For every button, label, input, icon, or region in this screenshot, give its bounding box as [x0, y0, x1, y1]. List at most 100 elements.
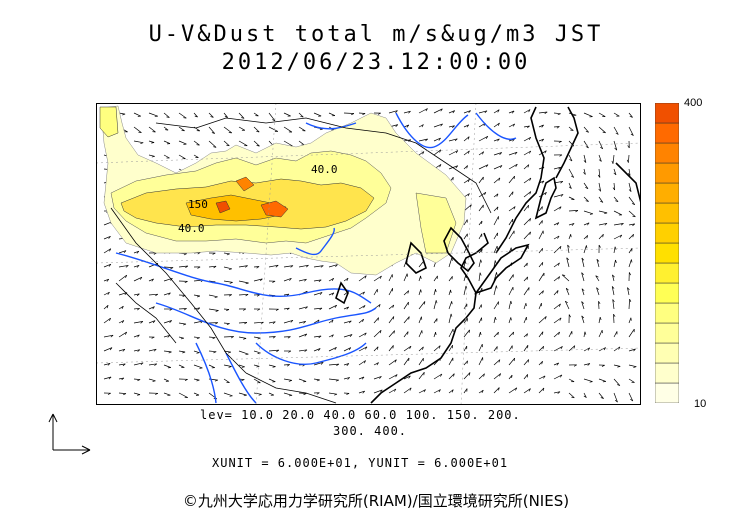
wind-vector: [493, 232, 498, 240]
wind-vector-head: [213, 146, 217, 148]
wind-vector: [613, 364, 621, 367]
colorbar-max-label: 400: [684, 97, 703, 109]
wind-vector: [193, 392, 200, 396]
wind-vector-head: [596, 287, 599, 290]
wind-vector-head: [154, 115, 158, 118]
wind-vector-head: [611, 286, 615, 289]
wind-vector-head: [602, 131, 606, 134]
wind-vector-head: [612, 187, 615, 191]
wind-vector-head: [331, 319, 334, 323]
wind-vector: [583, 168, 586, 175]
wind-vector-head: [259, 278, 263, 282]
wind-vector: [118, 265, 129, 268]
wind-vector-head: [615, 132, 619, 135]
wind-vector-head: [510, 300, 512, 304]
wind-vector: [598, 378, 607, 382]
wind-vector: [118, 348, 126, 352]
colorbar-swatch: [655, 162, 679, 184]
wind-vector: [613, 346, 621, 352]
wind-vector: [463, 233, 468, 240]
contour-label-2: 40.0: [178, 222, 205, 235]
wind-vector: [418, 289, 422, 296]
wind-vector-head: [183, 253, 187, 256]
wind-vector: [103, 317, 111, 324]
wind-vector: [358, 112, 366, 114]
wind-vector-head: [107, 292, 110, 295]
wind-vector: [358, 332, 367, 338]
wind-vector-head: [137, 334, 140, 338]
wind-vector-head: [258, 393, 262, 396]
wind-vector: [448, 150, 458, 156]
credit-text: ©九州大学応用力学研究所(RIAM)/国立環境研究所(NIES): [182, 492, 570, 510]
wind-vector: [193, 307, 200, 310]
colorbar-swatch: [655, 182, 679, 204]
wind-vector-head: [526, 333, 528, 337]
wind-vector-head: [544, 150, 547, 154]
wind-vector-head: [365, 346, 368, 350]
wind-vector: [612, 299, 615, 310]
wind-vector: [163, 378, 170, 382]
contour-levels-line2: 300. 400.: [333, 424, 408, 438]
wind-vector: [343, 320, 352, 324]
wind-vector: [103, 305, 109, 310]
wind-vector-head: [107, 363, 111, 366]
wind-vector: [223, 392, 233, 397]
wind-vector: [388, 345, 394, 352]
wind-vector-head: [515, 387, 518, 391]
wind-vector-head: [137, 379, 141, 382]
wind-vector: [373, 346, 379, 352]
wind-vector: [553, 374, 563, 380]
wind-vector: [268, 364, 276, 367]
wind-vector: [523, 345, 529, 352]
wind-vector: [358, 318, 364, 324]
wind-vector: [478, 176, 484, 184]
wind-vector: [388, 316, 395, 324]
wind-vector: [448, 125, 455, 128]
colorbar-swatch: [655, 342, 679, 364]
wind-vector-head: [334, 305, 337, 308]
wind-vector-head: [558, 303, 561, 307]
wind-vector: [193, 112, 198, 118]
wind-vector-head: [559, 317, 562, 321]
wind-vector: [583, 363, 590, 366]
wind-vector-head: [626, 159, 629, 163]
wind-vector-head: [392, 304, 395, 308]
vector-units: XUNIT = 6.000E+01, YUNIT = 6.000E+01: [212, 456, 509, 470]
wind-vector: [403, 345, 412, 352]
wind-vector: [403, 110, 411, 114]
wind-vector: [103, 291, 110, 296]
wind-vector-head: [346, 363, 350, 366]
wind-vector-head: [541, 124, 544, 128]
contour-label-1: 40.0: [311, 163, 338, 176]
wind-vector: [628, 299, 630, 310]
wind-vector: [478, 357, 484, 366]
wind-vector: [583, 245, 587, 254]
wind-vector: [463, 275, 467, 282]
wind-vector: [208, 336, 216, 338]
wind-vector: [328, 392, 338, 395]
wind-vector: [448, 389, 454, 394]
wind-vector: [538, 302, 542, 310]
wind-vector: [448, 313, 452, 324]
wind-vector: [133, 140, 144, 144]
wind-vector-head: [559, 246, 562, 250]
wind-vector-head: [614, 246, 617, 250]
wind-vector: [358, 390, 365, 394]
wind-vector-head: [136, 265, 140, 268]
wind-vector: [418, 151, 425, 156]
wind-vector: [523, 164, 530, 170]
wind-vector-head: [376, 362, 379, 366]
wind-vector-head: [528, 109, 531, 113]
wind-vector-head: [558, 331, 560, 335]
wind-vector: [148, 306, 155, 310]
wind-vector-head: [630, 133, 634, 136]
wind-vector-head: [184, 378, 188, 382]
wind-vector: [523, 191, 532, 198]
wind-vector: [103, 248, 111, 254]
wind-vector: [208, 350, 217, 353]
wind-vector: [598, 392, 604, 399]
wind-vector-head: [600, 397, 604, 399]
wind-vector-head: [226, 309, 230, 312]
wind-vector: [178, 322, 187, 325]
wind-vector: [193, 378, 200, 381]
